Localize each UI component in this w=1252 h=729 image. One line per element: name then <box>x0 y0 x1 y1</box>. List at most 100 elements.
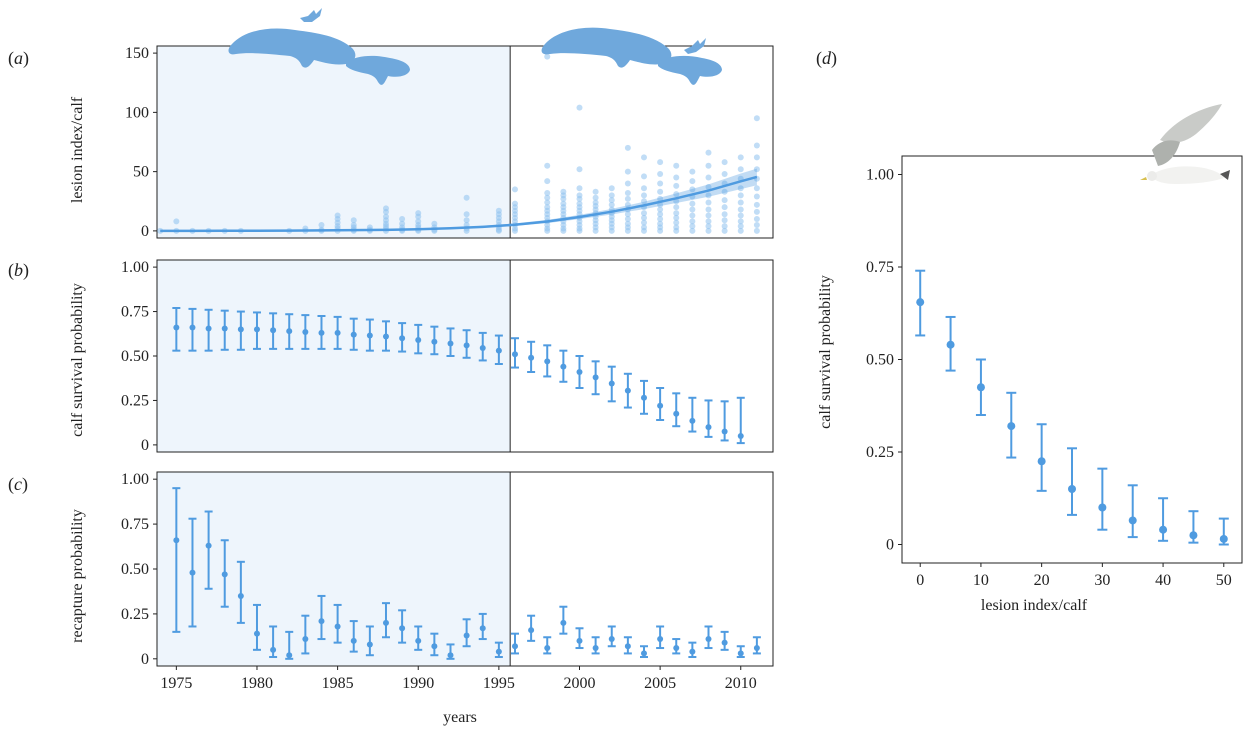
panel-c-point <box>253 630 260 637</box>
panel-a-scatter-point <box>495 207 502 214</box>
panel-a-scatter-point <box>657 206 664 213</box>
panel-a-scatter-point <box>640 192 647 199</box>
panel-a-scatter-point <box>705 162 712 169</box>
panel-c-point <box>737 650 744 657</box>
panel-d-point <box>1189 531 1198 540</box>
panel-a-scatter-point <box>382 213 389 220</box>
panel-c-point <box>334 623 341 630</box>
panel-a-scatter-point <box>624 216 631 223</box>
panel-a-scatter-point <box>721 171 728 177</box>
panel-c-point <box>415 637 422 644</box>
panel-a-scatter-point <box>334 212 341 219</box>
panel-b-point <box>544 358 551 365</box>
panel-a-scatter-point <box>657 211 664 218</box>
panel-b-ytick-label: 1.00 <box>121 259 149 276</box>
panel-a-scatter-point <box>689 168 696 175</box>
panel-a-scatter-point <box>657 216 664 223</box>
panel-c-ytick-label: 0 <box>141 651 149 668</box>
panel-a-scatter-point <box>657 159 664 166</box>
panel-c-point <box>657 636 664 643</box>
panel-b-point <box>270 327 277 334</box>
panel-a-scatter-point <box>592 194 599 201</box>
panel-a-scatter-point <box>753 193 760 200</box>
panel-a-scatter-point <box>608 197 615 204</box>
panel-b-point <box>721 428 728 435</box>
panel-a-scatter-point <box>673 191 680 198</box>
panel-a-scatter-point <box>608 185 615 192</box>
panel-a-scatter-point <box>737 218 744 225</box>
panel-b-point <box>318 329 325 336</box>
panel-a-scatter-point <box>721 211 728 218</box>
panel-d-point <box>1037 457 1046 466</box>
panel-a-scatter-point <box>624 189 631 196</box>
panel-b-point <box>189 324 196 331</box>
panel-a-scatter-point <box>576 185 583 192</box>
panel-a-scatter-point <box>673 214 680 221</box>
panel-b-point <box>657 402 664 409</box>
panel-c-point <box>560 619 567 626</box>
panel-b-point <box>431 338 438 345</box>
panel-a-scatter-point <box>673 224 680 231</box>
panel-a-scatter-point <box>673 162 680 169</box>
panel-d-ytick-label: 0.25 <box>866 444 894 461</box>
panel-a-scatter-point <box>689 212 696 219</box>
panel-a-scatter-point <box>463 211 470 218</box>
panel-a-scatter-point <box>753 166 760 173</box>
panel-a-scatter-point <box>721 217 728 224</box>
panel-a-scatter-point <box>737 223 744 230</box>
panel-a-scatter-point <box>673 174 680 181</box>
panel-d-ytick-label: 0.50 <box>866 352 894 369</box>
panel-a-scatter-point <box>721 159 728 166</box>
panel-a-ytick-label: 0 <box>141 223 149 240</box>
panel-a-scatter-point <box>640 198 647 205</box>
panel-a-scatter-point <box>431 220 438 227</box>
panel-a-scatter-point <box>737 199 744 206</box>
panel-a-scatter-point <box>689 200 696 207</box>
whale-pair-right-illustration <box>541 27 722 85</box>
panel-a-frame <box>156 45 774 239</box>
panel-b-point <box>334 329 341 336</box>
panel-c-point <box>608 636 615 643</box>
panel-a: 0 50 100 150 <box>125 45 774 240</box>
panel-a-scatter-point <box>624 220 631 227</box>
panel-d-point <box>1219 534 1228 543</box>
panel-c-ytick-label: 1.00 <box>121 471 149 488</box>
panel-a-scatter-point <box>576 200 583 207</box>
panel-a-scatter-point <box>705 174 712 181</box>
panel-a-scatter-point <box>640 224 647 231</box>
panel-d-point <box>1007 422 1016 431</box>
panel-b-point <box>511 351 518 358</box>
plot-layer: 05010015000.250.500.751.0000.250.500.751… <box>121 45 1243 692</box>
panel-b-point <box>608 380 615 387</box>
panel-d-point <box>1159 525 1168 534</box>
panel-b-point <box>624 387 631 394</box>
panel-b-point <box>173 324 180 331</box>
panel-c-xlabel: years <box>443 709 477 726</box>
panel-label-c: (c) <box>8 474 28 495</box>
panel-b-point <box>689 417 696 424</box>
panel-b: 0 0.25 0.50 0.75 1.00 <box>121 259 774 454</box>
panel-a-scatter-point <box>624 195 631 202</box>
panel-c-point <box>382 619 389 626</box>
panel-b-point <box>528 354 535 361</box>
panel-c-point <box>286 652 293 659</box>
panel-a-scatter-point <box>705 206 712 213</box>
panel-b-point <box>382 333 389 340</box>
panel-d-point <box>976 383 985 392</box>
panel-a-scatter-point <box>737 154 744 161</box>
panel-d-ytick-label: 1.00 <box>866 167 894 184</box>
panel-c-point <box>592 645 599 652</box>
panel-c: 0 0.25 0.50 0.75 1.00 1975 1980 1985 1990 1995 200… <box>121 471 774 692</box>
panel-a-scatter-point <box>705 218 712 225</box>
panel-a-scatter-point <box>544 189 551 196</box>
panel-a-scatter-point <box>640 210 647 217</box>
panel-c-xtick-label: 1980 <box>241 675 273 692</box>
panel-c-xtick-label: 1985 <box>322 675 354 692</box>
panel-a-scatter-point <box>350 217 357 224</box>
panel-a-scatter-point <box>737 212 744 219</box>
whale-calf-right <box>658 55 722 85</box>
panel-a-scatter-point <box>753 201 760 208</box>
panel-label-b-letter: b <box>14 260 23 280</box>
panel-b-point <box>592 374 599 381</box>
